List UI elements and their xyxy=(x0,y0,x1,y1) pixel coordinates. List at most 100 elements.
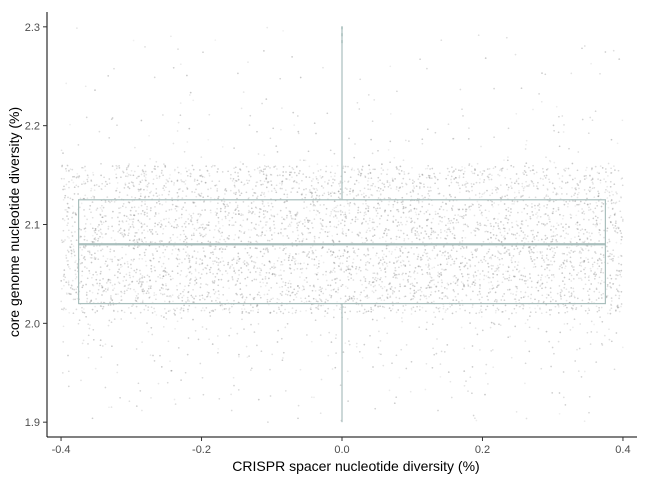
scatter-point xyxy=(205,165,208,168)
scatter-point xyxy=(403,239,406,242)
scatter-point xyxy=(548,276,550,279)
scatter-point xyxy=(458,191,461,194)
scatter-point xyxy=(402,260,405,262)
scatter-point xyxy=(132,225,134,227)
scatter-point xyxy=(602,271,605,274)
scatter-point xyxy=(92,174,95,176)
scatter-point xyxy=(360,236,363,239)
scatter-point xyxy=(162,228,165,230)
scatter-point xyxy=(116,276,119,279)
scatter-point xyxy=(391,292,394,294)
scatter-point xyxy=(226,236,229,239)
scatter-point xyxy=(310,306,312,309)
scatter-point xyxy=(163,218,165,221)
scatter-point xyxy=(610,300,613,302)
scatter-point xyxy=(140,284,143,287)
scatter-point xyxy=(598,194,600,197)
scatter-point xyxy=(602,254,605,256)
scatter-point xyxy=(393,402,396,405)
scatter-point xyxy=(473,168,476,170)
scatter-point xyxy=(470,165,473,168)
scatter-point xyxy=(558,185,561,188)
scatter-point xyxy=(305,217,308,219)
scatter-point xyxy=(343,171,346,173)
scatter-point xyxy=(137,382,140,385)
scatter-point xyxy=(407,281,410,283)
scatter-point xyxy=(581,248,583,250)
scatter-point xyxy=(542,184,545,187)
scatter-point xyxy=(568,174,571,177)
scatter-point xyxy=(207,292,210,294)
scatter-point xyxy=(595,222,598,225)
scatter-point xyxy=(136,238,138,241)
scatter-point xyxy=(234,221,237,223)
scatter-point xyxy=(180,270,183,272)
scatter-point xyxy=(396,208,398,211)
scatter-point xyxy=(562,396,565,399)
scatter-point xyxy=(143,188,145,191)
scatter-point xyxy=(514,53,517,56)
scatter-point xyxy=(260,169,262,172)
scatter-point xyxy=(247,205,250,207)
scatter-point xyxy=(241,310,244,313)
scatter-point xyxy=(146,225,148,228)
scatter-point xyxy=(543,261,546,263)
scatter-point xyxy=(129,276,132,279)
scatter-point xyxy=(224,189,226,191)
scatter-point xyxy=(258,273,261,276)
scatter-point xyxy=(503,299,506,302)
scatter-point xyxy=(307,150,310,153)
scatter-point xyxy=(422,241,424,244)
scatter-point xyxy=(536,251,539,253)
scatter-point xyxy=(89,204,92,207)
scatter-point xyxy=(271,266,273,269)
scatter-point xyxy=(343,180,346,183)
scatter-point xyxy=(95,278,98,281)
scatter-point xyxy=(455,310,457,313)
scatter-point xyxy=(607,162,610,165)
scatter-point xyxy=(267,421,269,423)
scatter-point xyxy=(536,281,539,284)
scatter-point xyxy=(125,279,128,282)
scatter-point xyxy=(368,217,371,220)
scatter-point xyxy=(102,305,105,308)
scatter-point xyxy=(462,285,465,288)
scatter-point xyxy=(495,245,498,248)
scatter-point xyxy=(170,208,173,211)
scatter-point xyxy=(326,251,329,253)
scatter-point xyxy=(234,284,237,287)
scatter-point xyxy=(76,27,78,29)
scatter-point xyxy=(333,308,335,311)
scatter-point xyxy=(611,253,613,256)
scatter-point xyxy=(421,258,423,261)
scatter-point xyxy=(538,203,541,206)
scatter-point xyxy=(564,182,567,184)
scatter-point xyxy=(402,211,405,214)
scatter-point xyxy=(610,303,612,306)
scatter-point xyxy=(454,168,457,171)
scatter-point xyxy=(398,266,400,269)
scatter-point xyxy=(472,414,475,417)
scatter-point xyxy=(545,296,548,299)
scatter-point xyxy=(505,270,507,273)
scatter-point xyxy=(122,202,125,205)
scatter-point xyxy=(143,211,146,214)
scatter-point xyxy=(94,311,97,314)
scatter-point xyxy=(384,209,386,212)
scatter-point xyxy=(337,287,340,289)
scatter-point xyxy=(581,241,584,244)
scatter-point xyxy=(558,392,561,394)
scatter-point xyxy=(391,362,393,365)
scatter-point xyxy=(402,305,405,307)
scatter-point xyxy=(269,311,272,314)
scatter-point xyxy=(446,282,449,285)
scatter-point xyxy=(129,226,132,228)
scatter-point xyxy=(79,236,81,239)
scatter-point xyxy=(600,218,603,221)
scatter-point xyxy=(540,238,543,241)
scatter-point xyxy=(91,241,94,243)
scatter-point xyxy=(306,227,309,230)
scatter-point xyxy=(229,201,231,204)
scatter-point xyxy=(261,255,264,258)
scatter-point xyxy=(611,208,614,210)
